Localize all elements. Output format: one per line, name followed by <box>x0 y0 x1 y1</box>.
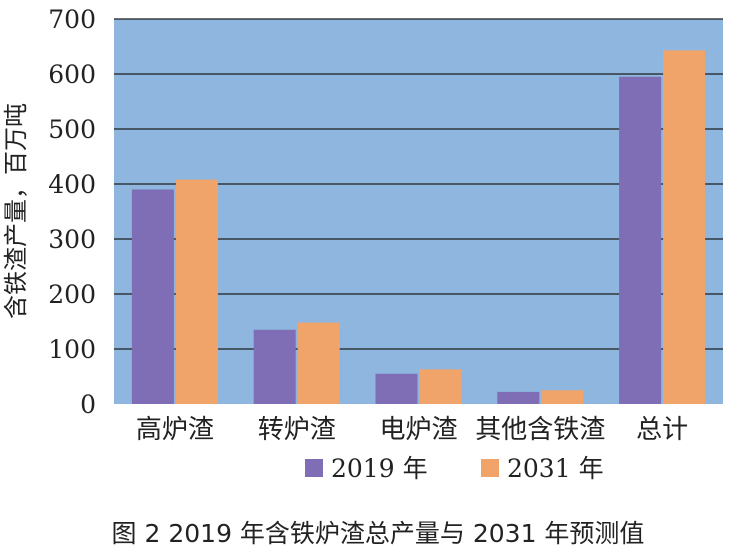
x-tick-label: 电炉渣 <box>379 415 457 445</box>
bar-series-2 <box>419 369 462 404</box>
legend-swatch <box>481 459 499 477</box>
y-tick-label: 200 <box>48 280 96 309</box>
bar-series-2 <box>663 50 706 404</box>
bar-series-2 <box>297 322 340 404</box>
bar-series-2 <box>541 390 584 404</box>
x-axis-ticks: 高炉渣 转炉渣 电炉渣 其他含铁渣 总计 <box>136 415 688 445</box>
bar-series-1 <box>619 76 662 404</box>
x-tick-label: 其他含铁渣 <box>475 415 605 445</box>
y-axis-ticks: 0 100 200 300 400 500 600 700 <box>48 5 96 419</box>
y-axis-label: 含铁渣产量，百万吨 <box>2 103 30 319</box>
y-tick-label: 600 <box>48 60 96 89</box>
bars <box>131 50 706 404</box>
y-tick-label: 300 <box>48 225 96 254</box>
y-tick-label: 400 <box>48 170 96 199</box>
bar-series-1 <box>375 373 418 404</box>
bar-series-1 <box>497 391 540 404</box>
legend-label: 2019 年 <box>331 454 428 483</box>
y-tick-label: 700 <box>48 5 96 34</box>
legend-swatch <box>305 459 323 477</box>
x-tick-label: 高炉渣 <box>136 415 214 445</box>
y-tick-label: 500 <box>48 115 96 144</box>
x-tick-label: 总计 <box>636 415 688 445</box>
bar-series-1 <box>253 329 296 404</box>
bar-series-2 <box>175 179 218 404</box>
y-tick-label: 0 <box>80 390 96 419</box>
legend: 2019 年 2031 年 <box>305 454 604 483</box>
bar-series-1 <box>131 189 174 404</box>
y-tick-label: 100 <box>48 335 96 364</box>
x-tick-label: 转炉渣 <box>258 415 336 445</box>
figure-caption: 图 2 2019 年含铁炉渣总产量与 2031 年预测值 <box>111 519 645 548</box>
legend-label: 2031 年 <box>507 454 604 483</box>
